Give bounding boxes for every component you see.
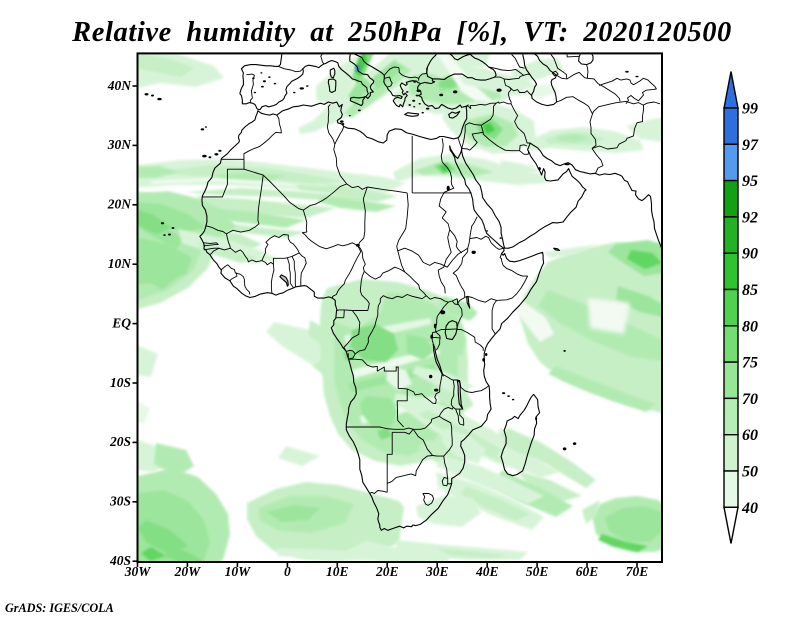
svg-text:60E: 60E: [576, 564, 599, 579]
svg-text:GrADS: IGES/COLA: GrADS: IGES/COLA: [5, 601, 114, 615]
svg-text:30S: 30S: [109, 494, 131, 509]
svg-text:40E: 40E: [475, 564, 499, 579]
svg-text:40: 40: [741, 500, 758, 517]
svg-text:70: 70: [742, 391, 758, 408]
svg-text:30E: 30E: [425, 564, 449, 579]
svg-text:10E: 10E: [326, 564, 349, 579]
svg-text:95: 95: [742, 173, 758, 190]
svg-text:20E: 20E: [375, 564, 399, 579]
svg-text:99: 99: [742, 101, 758, 118]
svg-text:75: 75: [742, 355, 758, 372]
svg-text:20S: 20S: [109, 434, 131, 449]
svg-text:10N: 10N: [108, 256, 133, 271]
svg-text:60: 60: [742, 427, 758, 444]
svg-text:30W: 30W: [124, 564, 152, 579]
svg-text:30N: 30N: [107, 137, 133, 152]
svg-text:20N: 20N: [107, 197, 133, 212]
svg-text:50: 50: [742, 464, 758, 481]
svg-text:70E: 70E: [626, 564, 649, 579]
svg-text:97: 97: [742, 137, 759, 154]
svg-text:80: 80: [742, 318, 758, 335]
svg-text:10S: 10S: [110, 375, 131, 390]
svg-text:40N: 40N: [107, 78, 133, 93]
svg-text:90: 90: [742, 246, 758, 263]
svg-text:EQ: EQ: [111, 315, 131, 330]
svg-text:50E: 50E: [526, 564, 549, 579]
svg-text:92: 92: [742, 209, 758, 226]
svg-text:0: 0: [284, 564, 291, 579]
svg-text:Relative humidity at 250hPa [%: Relative humidity at 250hPa [%], VT: 202…: [71, 17, 732, 48]
svg-text:10W: 10W: [225, 564, 252, 579]
svg-text:40S: 40S: [109, 553, 131, 568]
svg-text:20W: 20W: [174, 564, 202, 579]
svg-text:85: 85: [742, 282, 758, 299]
